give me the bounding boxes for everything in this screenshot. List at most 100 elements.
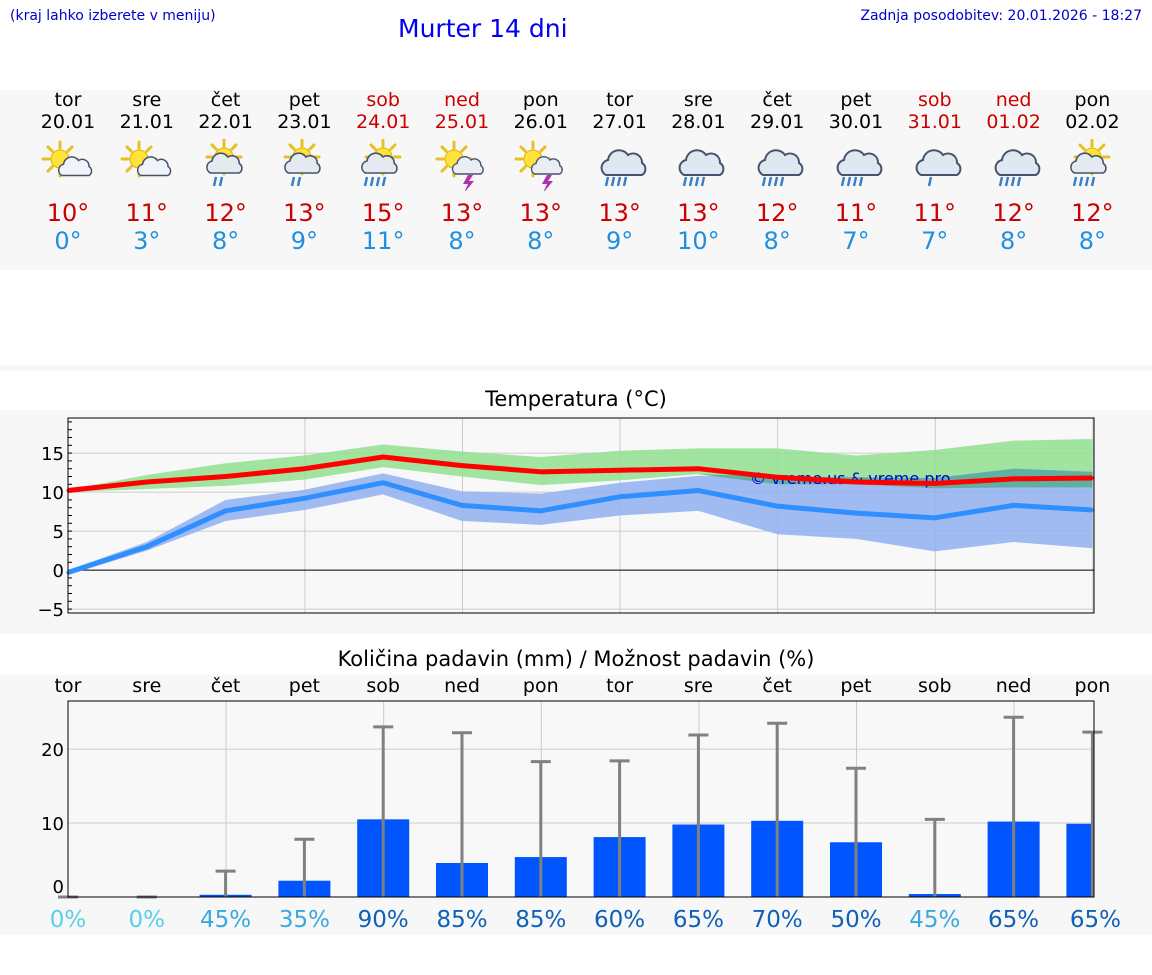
max-temp-line-point — [1012, 477, 1016, 481]
temp-max: 12° — [1071, 199, 1114, 227]
day-name: sre — [132, 89, 162, 111]
cloud-light-rain-icon — [895, 139, 975, 191]
min-temp-line-point — [854, 511, 858, 515]
y-tick-label: −5 — [37, 600, 64, 621]
min-temp-line-point — [460, 503, 464, 507]
temp-min: 8° — [211, 227, 240, 255]
max-temp-line-point — [539, 470, 543, 474]
min-temp-line-point — [696, 489, 700, 493]
temp-min: 3° — [133, 227, 161, 255]
min-temp-line-point — [302, 496, 306, 500]
precip-probability-label: 65% — [988, 907, 1039, 933]
day-date: 01.02 — [986, 111, 1041, 133]
y-tick-label: 10 — [41, 814, 64, 835]
y-tick-label: 10 — [41, 483, 64, 504]
precip-probability-label: 50% — [830, 907, 881, 933]
day-name: sre — [683, 89, 713, 111]
day-column: sob 31.01 11° 7° — [895, 89, 975, 255]
max-temp-line-point — [381, 455, 385, 459]
y-tick-label: 0 — [53, 561, 64, 582]
x-category-label: sre — [684, 675, 713, 697]
day-date: 23.01 — [277, 111, 332, 133]
min-temp-line-point — [224, 509, 228, 513]
min-temp-line-point — [775, 504, 779, 508]
page-title: Murter 14 dni — [398, 14, 568, 43]
precip-probability-label: 65% — [673, 907, 724, 933]
day-name: čet — [210, 89, 241, 111]
min-temp-line — [67, 480, 1093, 575]
sun-cloud-icon — [28, 139, 108, 191]
temp-min: 8° — [448, 227, 476, 255]
x-category-label: pon — [523, 675, 559, 697]
day-column: pet 30.01 11° 7° — [816, 89, 896, 255]
temp-min: 7° — [842, 227, 870, 255]
location-hint-link[interactable]: (kraj lahko izberete v meniju) — [10, 8, 216, 24]
min-temp-line-point — [381, 481, 385, 485]
x-category-label: sob — [918, 675, 952, 697]
sun-heavy-rain-icon — [343, 139, 423, 191]
cloud-rain-icon — [737, 139, 817, 191]
sun-rain-icon — [264, 139, 344, 191]
sun-heavy-rain-icon — [1052, 139, 1132, 191]
min-temp-line-point — [1090, 508, 1094, 512]
temp-max: 13° — [440, 199, 484, 227]
precip-probability-label: 35% — [279, 907, 330, 933]
precip-probability-label: 70% — [752, 907, 803, 933]
day-date: 21.01 — [119, 111, 174, 133]
temp-min: 9° — [605, 227, 634, 255]
range-overlap — [68, 467, 1093, 493]
day-column: čet 29.01 12° 8° — [737, 89, 817, 255]
cloud-rain-icon — [658, 139, 738, 191]
precipitation-plot-area — [67, 700, 1095, 898]
day-name: čet — [762, 89, 792, 111]
precip-probability-label: 45% — [909, 907, 960, 933]
min-temp-line-point — [618, 495, 622, 499]
x-category-label: tor — [606, 675, 633, 697]
temp-min: 8° — [999, 227, 1028, 255]
day-date: 02.02 — [1065, 111, 1120, 133]
temp-min: 7° — [921, 227, 949, 255]
temp-max: 12° — [204, 199, 247, 227]
day-column: sre 21.01 11° 3° — [107, 89, 187, 255]
y-tick-label: 15 — [41, 444, 64, 465]
temp-max: 12° — [992, 199, 1035, 227]
precip-probability-label: 0% — [129, 907, 166, 933]
day-name: tor — [54, 89, 82, 111]
precip-probability-label: 85% — [436, 907, 487, 933]
day-name: tor — [606, 89, 634, 111]
temp-max: 11° — [834, 199, 878, 227]
day-column: sre 28.01 13° 10° — [658, 89, 738, 255]
day-date: 28.01 — [671, 111, 726, 133]
temp-max: 15° — [361, 199, 405, 227]
min-temp-line-point — [933, 516, 937, 520]
temp-min: 0° — [54, 227, 82, 255]
temp-min: 8° — [1078, 227, 1107, 255]
day-name: pon — [522, 89, 559, 111]
day-column: pon 26.01 13° 8° — [501, 89, 581, 255]
temp-min: 8° — [527, 227, 555, 255]
temp-max: 11° — [913, 199, 957, 227]
x-category-label: sob — [366, 675, 400, 697]
max-temp-line-point — [933, 482, 937, 486]
day-name: sob — [366, 89, 400, 111]
x-category-label: čet — [762, 675, 792, 697]
day-name: ned — [995, 89, 1032, 111]
x-category-label: sre — [132, 675, 161, 697]
precip-probability-label: 65% — [1070, 907, 1121, 933]
day-column: pet 23.01 13° 9° — [264, 89, 344, 255]
x-category-label: ned — [996, 675, 1032, 697]
day-name: pon — [1074, 89, 1111, 111]
sun-thunder-icon — [501, 139, 581, 191]
cloud-rain-icon — [974, 139, 1054, 191]
precip-probability-label: 85% — [515, 907, 566, 933]
day-column: tor 20.01 10° 0° — [28, 89, 108, 255]
max-temp-line-point — [696, 467, 700, 471]
precip-bar — [1066, 823, 1094, 897]
day-date: 30.01 — [828, 111, 884, 133]
day-name: pet — [840, 89, 872, 111]
x-category-label: ned — [444, 675, 480, 697]
temperature-plot-frame — [67, 417, 1095, 614]
temp-min: 10° — [677, 227, 720, 255]
max-temp-line-point — [460, 464, 464, 468]
